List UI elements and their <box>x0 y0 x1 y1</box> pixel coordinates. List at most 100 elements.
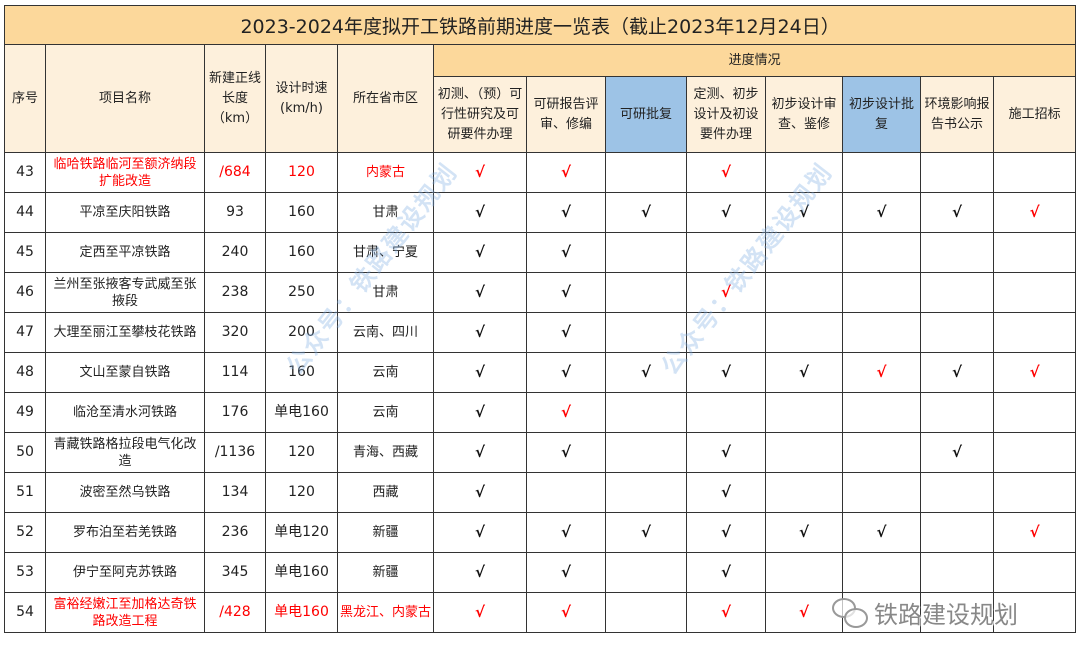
cell-stage <box>992 472 1077 513</box>
cell-stage: √ <box>433 552 527 593</box>
cell-length: 93 <box>204 192 266 233</box>
cell-stage: √ <box>526 232 606 273</box>
cell-name: 兰州至张掖客专武威至张掖段 <box>45 272 205 313</box>
check-mark-icon: √ <box>951 362 962 381</box>
check-mark-icon: √ <box>474 402 485 421</box>
cell-name: 伊宁至阿克苏铁路 <box>45 552 205 593</box>
check-mark-icon: √ <box>798 522 809 541</box>
cell-stage <box>765 552 843 593</box>
check-mark-icon: √ <box>560 202 571 221</box>
cell-stage <box>765 272 843 313</box>
cell-stage: √ <box>433 312 527 353</box>
cell-province: 青海、西藏 <box>337 432 434 473</box>
header-seq: 序号 <box>4 44 46 153</box>
cell-stage: √ <box>842 512 921 553</box>
cell-speed: 120 <box>265 432 338 473</box>
cell-stage: √ <box>686 472 766 513</box>
check-mark-icon: √ <box>720 482 731 501</box>
check-mark-icon: √ <box>1029 202 1040 221</box>
header-name: 项目名称 <box>45 44 205 153</box>
cell-stage <box>842 272 921 313</box>
cell-province: 新疆 <box>337 552 434 593</box>
cell-seq: 45 <box>4 232 46 273</box>
cell-stage: √ <box>433 512 527 553</box>
check-mark-icon: √ <box>474 322 485 341</box>
table-row: 50 青藏铁路格拉段电气化改造/1136 120 青海、西藏 √ √ √ √ <box>4 432 1077 473</box>
cell-stage <box>992 312 1077 353</box>
cell-province: 云南 <box>337 392 434 433</box>
table-row: 49 临沧至清水河铁路 176 单电160 云南 √ √ <box>4 392 1077 433</box>
check-mark-icon: √ <box>640 362 651 381</box>
wechat-logo: 铁路建设规划 <box>832 595 1018 630</box>
check-mark-icon: √ <box>798 602 809 621</box>
cell-province: 黑龙江、内蒙古 <box>337 592 434 633</box>
cell-stage <box>605 552 687 593</box>
check-mark-icon: √ <box>474 282 485 301</box>
check-mark-icon: √ <box>560 522 571 541</box>
cell-speed: 160 <box>265 352 338 393</box>
cell-name: 临哈铁路临河至额济纳段扩能改造 <box>45 152 205 193</box>
cell-stage <box>992 432 1077 473</box>
cell-name: 定西至平凉铁路 <box>45 232 205 273</box>
check-mark-icon: √ <box>474 362 485 381</box>
cell-stage <box>765 432 843 473</box>
check-mark-icon: √ <box>798 362 809 381</box>
cell-stage: √ <box>605 352 687 393</box>
cell-length: 238 <box>204 272 266 313</box>
cell-stage: √ <box>433 232 527 273</box>
cell-name: 青藏铁路格拉段电气化改造 <box>45 432 205 473</box>
cell-stage <box>920 232 994 273</box>
cell-length: /428 <box>204 592 266 633</box>
cell-stage <box>686 312 766 353</box>
check-mark-icon: √ <box>560 322 571 341</box>
cell-length: 134 <box>204 472 266 513</box>
cell-stage: √ <box>686 512 766 553</box>
check-mark-icon: √ <box>474 242 485 261</box>
cell-stage <box>992 592 1077 633</box>
cell-name: 大理至丽江至攀枝花铁路 <box>45 312 205 353</box>
cell-name: 富裕经嫩江至加格达奇铁路改造工程 <box>45 592 205 633</box>
cell-stage: √ <box>686 152 766 193</box>
table-row: 46 兰州至张掖客专武威至张掖段 238 250 甘肃 √ √ √ <box>4 272 1077 313</box>
header-stage: 定测、初步设计及初设要件办理 <box>686 76 766 153</box>
check-mark-icon: √ <box>876 362 887 381</box>
check-mark-icon: √ <box>560 442 571 461</box>
cell-name: 波密至然乌铁路 <box>45 472 205 513</box>
cell-stage <box>686 392 766 433</box>
header-stage: 施工招标 <box>992 76 1077 153</box>
cell-stage: √ <box>992 192 1077 233</box>
check-mark-icon: √ <box>640 202 651 221</box>
cell-stage <box>920 512 994 553</box>
cell-stage <box>842 312 921 353</box>
check-mark-icon: √ <box>720 602 731 621</box>
cell-stage: √ <box>605 512 687 553</box>
cell-stage: √ <box>526 192 606 233</box>
table-row: 52 罗布泊至若羌铁路 236 单电120 新疆 √ √ √ √ √ √ √ <box>4 512 1077 553</box>
check-mark-icon: √ <box>560 282 571 301</box>
cell-seq: 50 <box>4 432 46 473</box>
cell-stage <box>605 392 687 433</box>
header-stage: 初步设计审查、鉴修 <box>765 76 843 153</box>
table-row: 48 文山至蒙自铁路 114 160 云南 √ √ √ √ √ √ √ √ <box>4 352 1077 393</box>
cell-stage: √ <box>526 592 606 633</box>
cell-length: 236 <box>204 512 266 553</box>
cell-stage: √ <box>686 432 766 473</box>
check-mark-icon: √ <box>1029 362 1040 381</box>
cell-stage: √ <box>433 392 527 433</box>
cell-stage <box>920 392 994 433</box>
check-mark-icon: √ <box>474 562 485 581</box>
cell-length: 240 <box>204 232 266 273</box>
cell-stage <box>842 552 921 593</box>
cell-stage: √ <box>920 192 994 233</box>
cell-speed: 单电160 <box>265 592 338 633</box>
table-row: 44 平凉至庆阳铁路 93 160 甘肃 √ √ √ √ √ √ √ √ <box>4 192 1077 233</box>
check-mark-icon: √ <box>720 162 731 181</box>
cell-stage <box>765 232 843 273</box>
cell-province: 云南、四川 <box>337 312 434 353</box>
check-mark-icon: √ <box>951 442 962 461</box>
table-row: 51 波密至然乌铁路 134 120 西藏 √ √ <box>4 472 1077 513</box>
cell-stage: √ <box>526 352 606 393</box>
cell-seq: 51 <box>4 472 46 513</box>
cell-stage: √ <box>526 552 606 593</box>
cell-stage: √ <box>920 352 994 393</box>
